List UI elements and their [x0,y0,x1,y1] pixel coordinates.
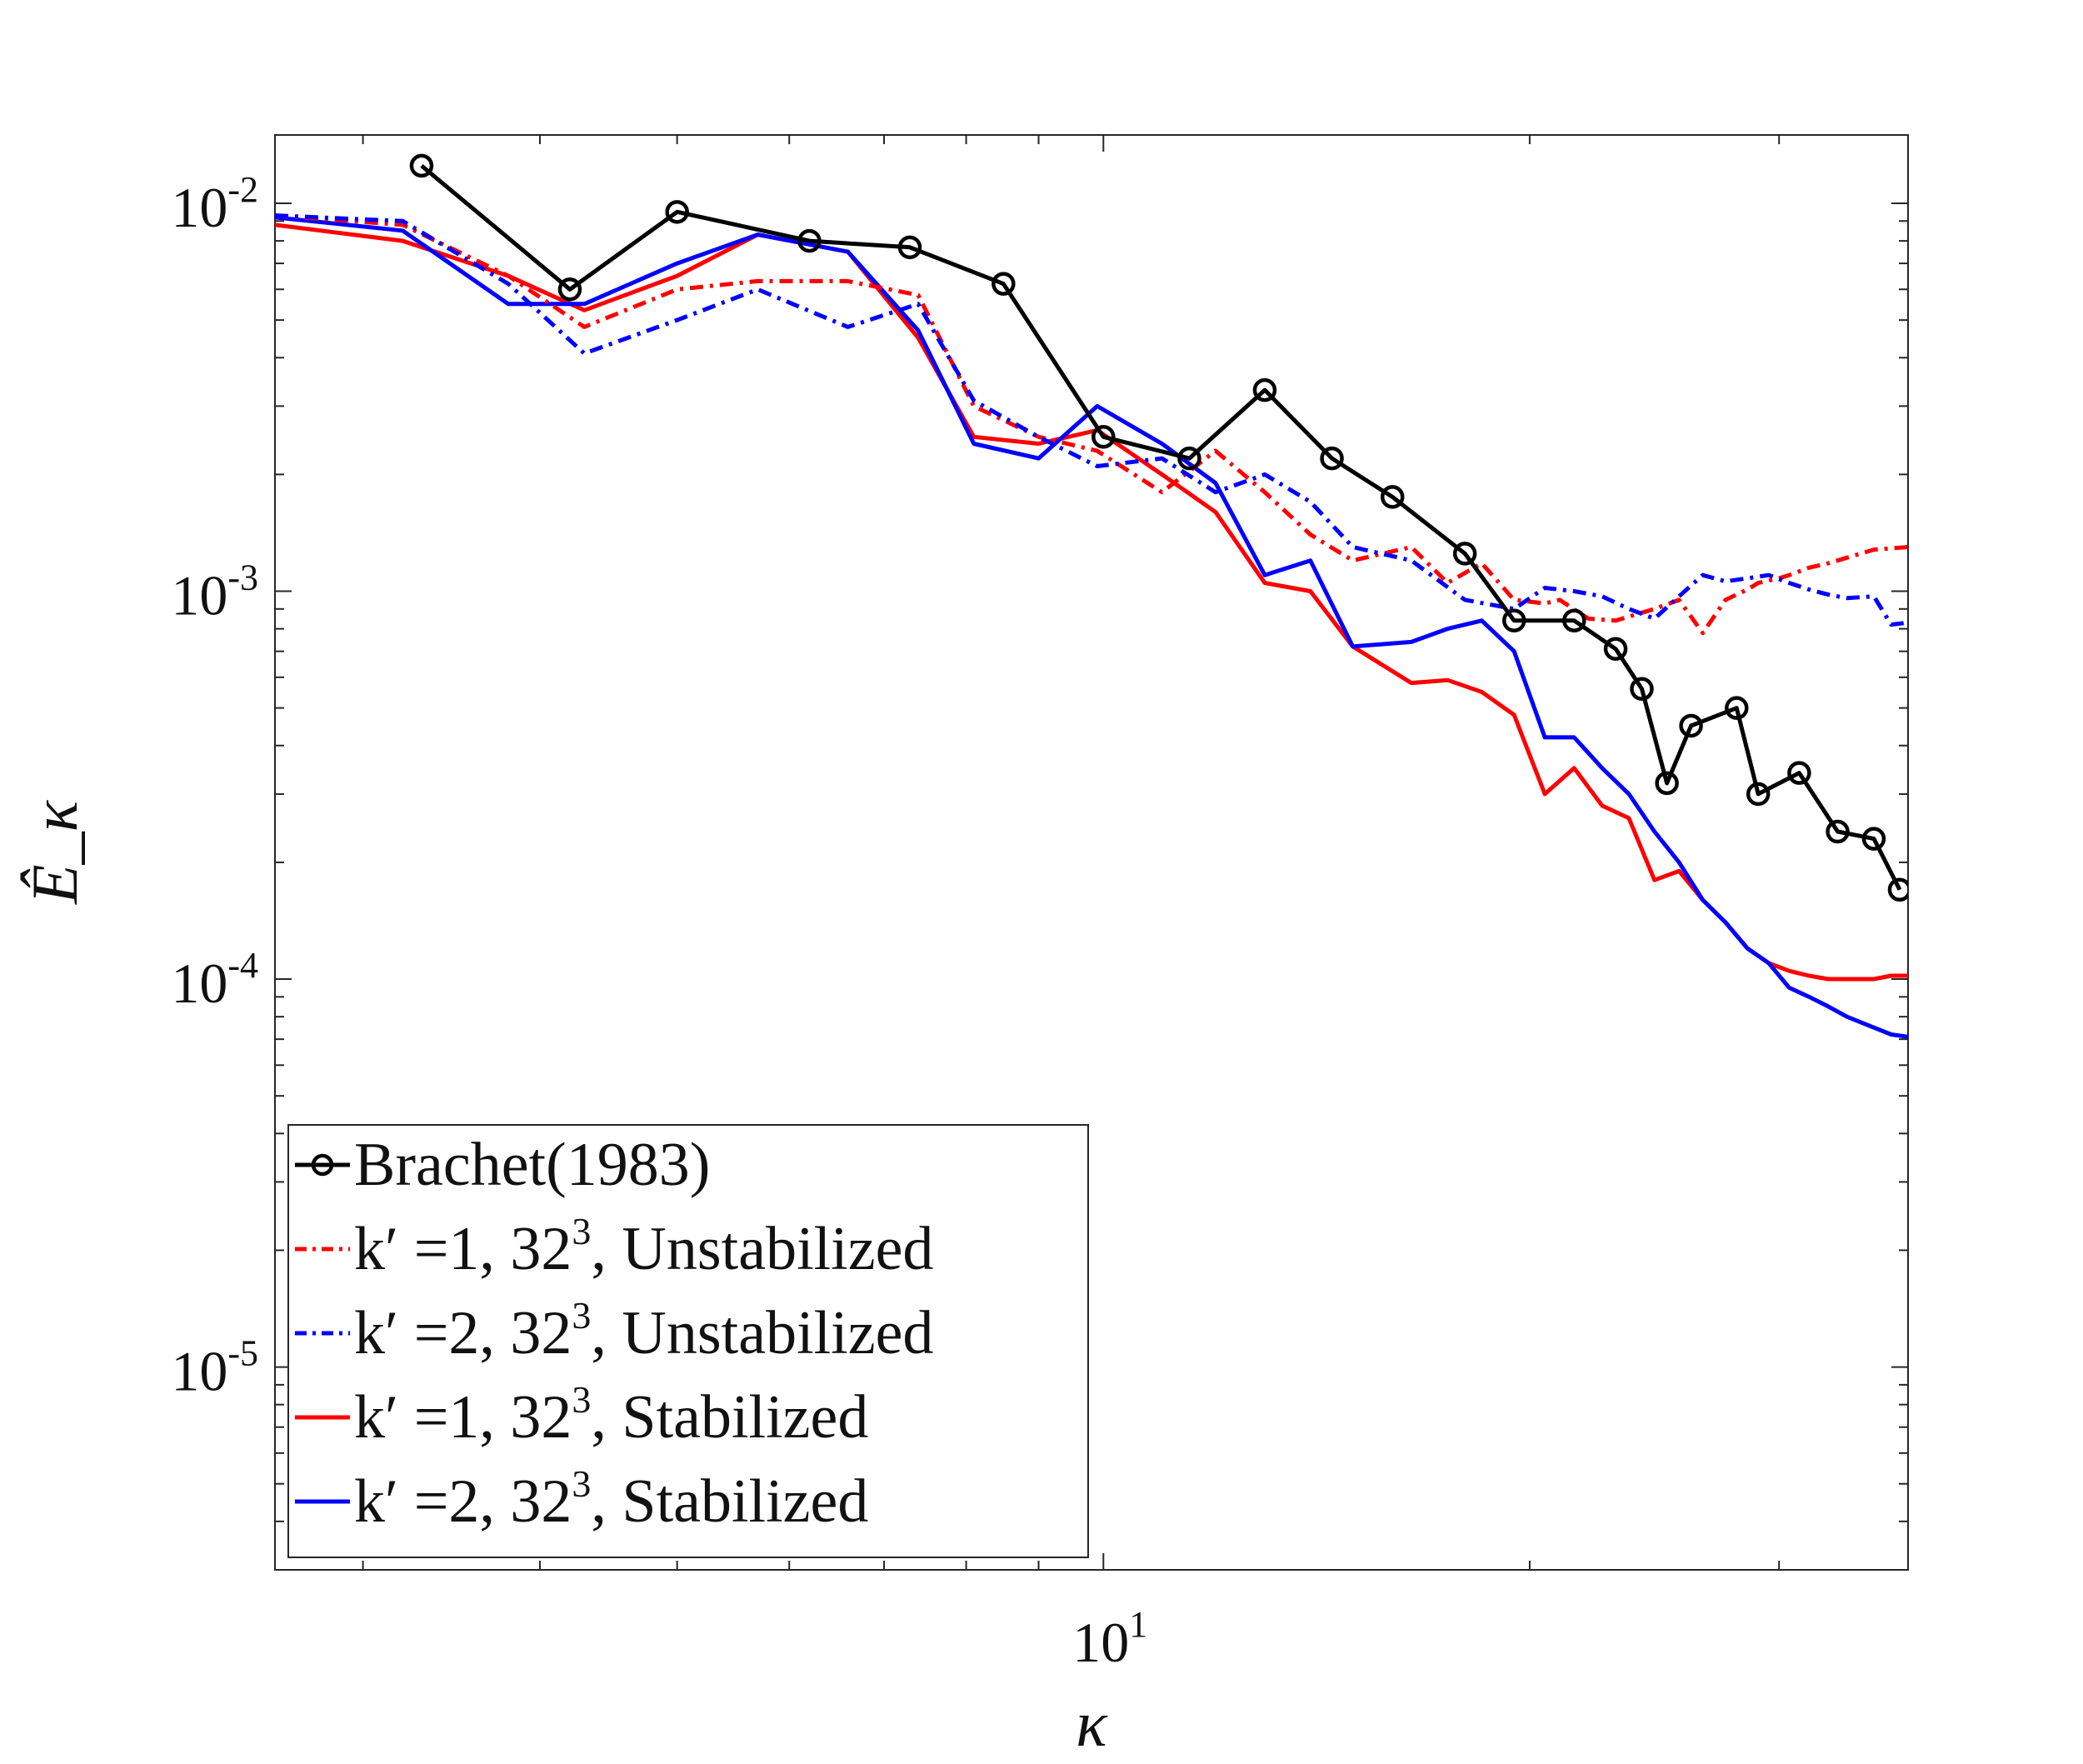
data-point [1887,877,1908,902]
data-point [1501,608,1526,633]
y-tick-label: 10-2 [171,169,258,239]
data-point [1252,377,1277,402]
axis-ticks [275,135,1908,1571]
data-point [665,200,689,224]
data-point [1679,713,1703,738]
legend-item-k1_unstab: k′ =1, 323, Unstabilized [295,1210,933,1283]
legend-item-k1_stab: k′ =1, 323, Stabilized [295,1378,868,1452]
y-tick-label: 10-5 [171,1333,258,1403]
x-axis-label: κ [1076,1687,1108,1760]
data-point [1655,771,1679,796]
y-axis-tick-labels: 10-2 10-3 10-4 10-5 [171,169,258,1403]
legend-item-k2_stab: k′ =2, 323, Stabilized [295,1462,868,1536]
data-point [1562,608,1586,633]
legend-label: k′ =2, 323, Unstabilized [354,1294,933,1367]
data-point [1861,827,1886,851]
series-brachet [409,153,1908,902]
series-line-k1_unstab [275,213,1908,636]
x-tick-label: 101 [1072,1604,1147,1674]
x-axis-tick-labels: 101 [1072,1604,1147,1674]
data-point [557,277,582,302]
y-axis-label: Ê_κ [18,799,91,905]
data-point [1826,819,1850,844]
legend-item-brachet: Brachet(1983) [295,1131,710,1199]
data-point [992,272,1016,296]
legend-label: k′ =1, 323, Stabilized [354,1378,868,1452]
series-line-k2_stab [275,215,1908,1039]
data-point [1380,485,1405,509]
y-tick-label: 10-4 [171,945,258,1015]
legend-marker [311,1153,334,1177]
series-k2_unstab [275,213,1908,627]
data-point [797,228,822,253]
legend-label: k′ =2, 323, Stabilized [354,1462,868,1536]
data-point [1787,761,1811,785]
y-tick-label: 10-3 [171,557,258,627]
data-point [409,153,434,178]
series-line-brachet [420,163,1902,891]
data-point [1091,425,1116,449]
data-point [897,235,922,260]
legend: Brachet(1983) k′ =1, 323, Unstabilized k′ … [287,1124,1089,1558]
legend-label: k′ =1, 323, Unstabilized [354,1210,933,1283]
series-k1_unstab [275,213,1908,636]
data-point [1725,696,1749,720]
legend-item-k2_unstab: k′ =2, 323, Unstabilized [295,1294,933,1367]
data-point [1320,446,1344,471]
series-line-k2_unstab [275,213,1908,627]
legend-box [287,1124,1089,1558]
data-point [1746,782,1771,807]
legend-label: Brachet(1983) [354,1131,710,1199]
series-k2_stab [275,215,1908,1039]
data-point [1630,677,1654,701]
data-point [1603,637,1628,662]
data-point [1452,542,1477,566]
data-point [1177,446,1201,471]
